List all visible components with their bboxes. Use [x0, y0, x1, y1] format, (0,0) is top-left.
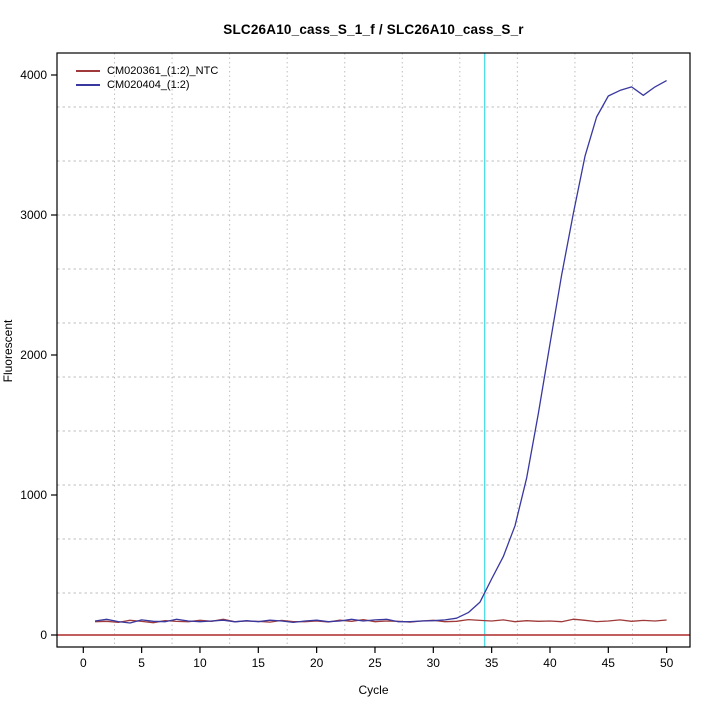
x-tick-label: 35: [485, 656, 499, 670]
legend-line-swatch-sample: [76, 84, 100, 86]
y-tick-label: 4000: [20, 68, 47, 82]
y-tick-label: 2000: [20, 348, 47, 362]
x-tick-label: 20: [310, 656, 324, 670]
x-tick-label: 0: [80, 656, 87, 670]
legend: CM020361_(1:2)_NTC CM020404_(1:2): [76, 64, 218, 92]
x-tick-label: 10: [193, 656, 207, 670]
chart-title: SLC26A10_cass_S_1_f / SLC26A10_cass_S_r: [223, 22, 524, 37]
x-tick-label: 30: [427, 656, 441, 670]
legend-label-sample: CM020404_(1:2): [107, 79, 190, 91]
y-axis-label: Fluorescent: [1, 319, 15, 383]
y-tick-label: 0: [40, 628, 47, 642]
x-axis-label: Cycle: [358, 683, 389, 697]
x-tick-label: 15: [252, 656, 266, 670]
x-tick-label: 5: [138, 656, 145, 670]
y-tick-label: 3000: [20, 208, 47, 222]
series-line-sample: [94, 80, 667, 624]
plot-box: [56, 52, 691, 648]
x-tick-label: 45: [602, 656, 616, 670]
legend-label-ntc: CM020361_(1:2)_NTC: [107, 65, 219, 77]
x-tick-label: 40: [543, 656, 557, 670]
legend-item-sample: CM020404_(1:2): [76, 78, 218, 92]
legend-item-ntc: CM020361_(1:2)_NTC: [76, 64, 218, 78]
legend-line-swatch-ntc: [76, 70, 100, 72]
y-tick-label: 1000: [20, 488, 47, 502]
x-tick-label: 50: [660, 656, 674, 670]
x-tick-label: 25: [368, 656, 382, 670]
